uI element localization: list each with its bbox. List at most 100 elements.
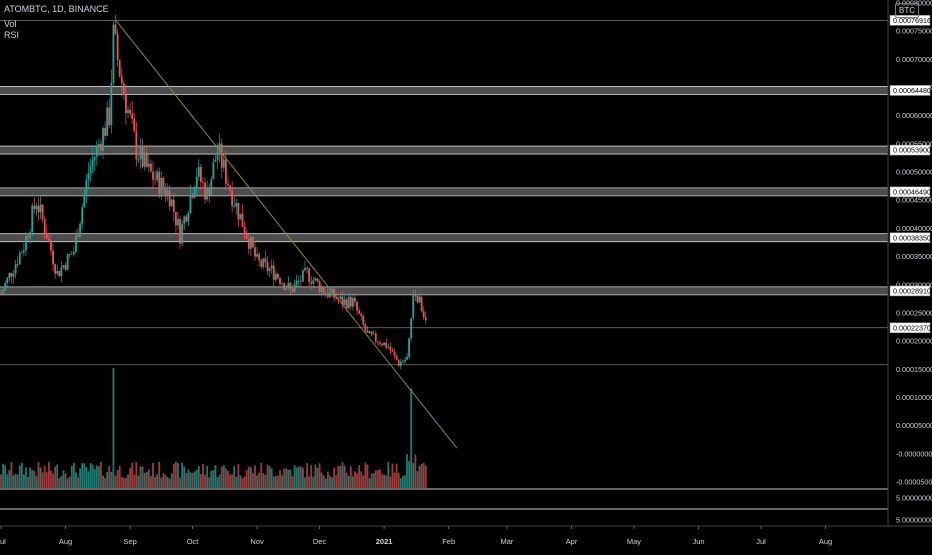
- candle-body: [295, 280, 298, 285]
- candle-body: [133, 118, 136, 132]
- time-tick-label: 2021: [376, 537, 393, 546]
- volume-bar: [127, 474, 129, 488]
- candle-body: [147, 163, 150, 167]
- candle-body: [199, 166, 202, 182]
- level-price-box: [889, 85, 931, 96]
- volume-bar: [164, 474, 167, 488]
- volume-bar: [297, 466, 300, 488]
- candle-body: [93, 156, 96, 160]
- candle-body: [137, 159, 140, 161]
- candle-body: [274, 273, 277, 280]
- candle-body: [135, 131, 138, 160]
- volume-bar: [412, 462, 415, 488]
- volume-bar: [175, 461, 177, 488]
- candle-body: [268, 268, 271, 272]
- level-price-box: [889, 144, 931, 156]
- candle-body: [331, 288, 333, 292]
- candle-body: [185, 216, 188, 222]
- candle-body: [326, 293, 329, 297]
- candle-body: [14, 264, 17, 274]
- volume-bar: [310, 464, 313, 488]
- currency-badge[interactable]: BTC: [895, 3, 919, 18]
- volume-bar: [172, 463, 175, 488]
- volume-bar: [20, 462, 23, 488]
- time-tick-label: Sep: [123, 537, 136, 546]
- volume-bar: [191, 472, 194, 488]
- candle-body: [227, 183, 229, 186]
- candle-body: [383, 342, 386, 346]
- volume-bar: [341, 462, 344, 488]
- price-tick-label: 0.00045000: [896, 196, 932, 205]
- volume-bar: [139, 466, 142, 488]
- volume-bar: [324, 478, 327, 488]
- time-tick-label: Jun: [692, 537, 704, 546]
- time-tick-label: Nov: [250, 537, 264, 546]
- candle-body: [310, 282, 313, 284]
- candle-body: [108, 107, 111, 126]
- volume-bar: [408, 460, 411, 488]
- candle-body: [312, 280, 315, 284]
- volume-bar: [68, 476, 71, 488]
- candle-body: [85, 179, 88, 194]
- volume-bar: [25, 467, 27, 488]
- price-tick-label: -0.00005000: [896, 478, 932, 487]
- volume-bar: [345, 472, 348, 488]
- volume-bar: [349, 466, 352, 488]
- volume-bar: [125, 477, 127, 488]
- candle-body: [4, 283, 7, 290]
- candle-body: [233, 206, 236, 207]
- candle-body: [2, 289, 4, 294]
- volume-bar: [166, 476, 169, 488]
- candle-body: [229, 185, 231, 192]
- candle-body: [333, 288, 336, 298]
- candle-body: [370, 331, 373, 335]
- volume-bar: [170, 473, 173, 488]
- candle-body: [183, 216, 186, 224]
- volume-bar: [322, 475, 325, 488]
- level-bands: [0, 19, 888, 366]
- volume-bar: [193, 471, 196, 488]
- volume-bar: [337, 465, 340, 488]
- candle-body: [231, 191, 234, 207]
- time-tick-label: Aug: [819, 537, 832, 546]
- candle-body: [218, 143, 221, 152]
- candle-body: [372, 333, 375, 335]
- candle-body: [374, 333, 377, 342]
- candle-body: [264, 258, 267, 262]
- candle-body: [414, 295, 417, 297]
- candle-body: [339, 296, 342, 300]
- candle-body: [112, 24, 115, 83]
- candle-body: [391, 350, 394, 352]
- candle-body: [87, 173, 90, 180]
- candle-body: [141, 145, 144, 167]
- volume-bar: [150, 476, 152, 488]
- candle-body: [156, 171, 159, 181]
- candle-body: [285, 288, 288, 290]
- volume-bar: [233, 466, 236, 488]
- candle-body: [202, 181, 204, 183]
- candle-body: [260, 260, 263, 267]
- volume-bar: [379, 469, 381, 488]
- candle-body: [243, 227, 246, 234]
- candle-body: [345, 299, 348, 309]
- volume-bar: [306, 462, 308, 488]
- candle-body: [214, 160, 217, 162]
- volume-bar: [356, 473, 358, 488]
- candle-body: [37, 205, 40, 213]
- volume-bar: [195, 469, 198, 488]
- volume-bar: [56, 464, 59, 488]
- volume-bar: [399, 478, 402, 488]
- candle-body: [287, 282, 290, 289]
- volume-bar: [37, 462, 40, 488]
- candle-body: [41, 204, 44, 220]
- candle-body: [306, 267, 308, 269]
- volume-bar: [218, 474, 221, 488]
- candle-body: [389, 346, 392, 351]
- volume-bar: [351, 476, 354, 488]
- price-tick-label: 0.00055000: [896, 139, 932, 148]
- candle-body: [31, 205, 34, 233]
- volume-bar: [214, 465, 217, 488]
- candle-body: [106, 107, 109, 136]
